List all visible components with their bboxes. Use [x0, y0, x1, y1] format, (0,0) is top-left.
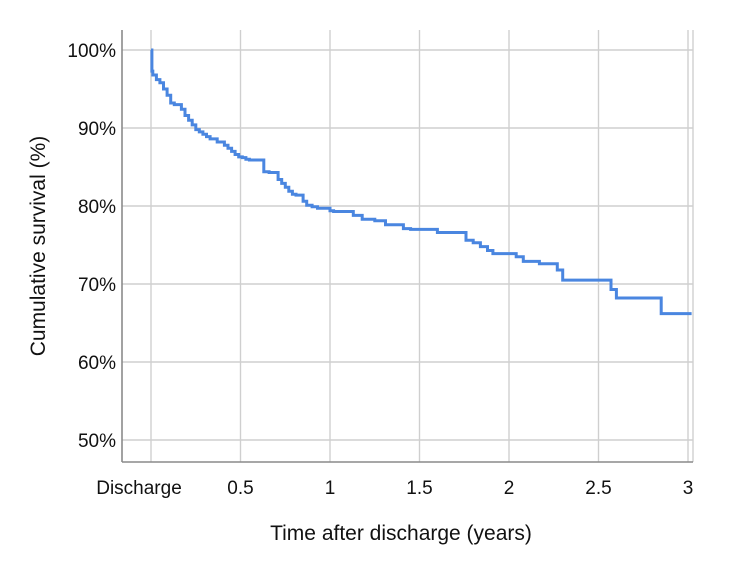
- y-tick-label-2: 80%: [78, 197, 116, 218]
- y-tick-label-1: 90%: [78, 119, 116, 140]
- x-tick-label-5: 2.5: [585, 478, 611, 499]
- survival-curve-0: [150, 48, 692, 316]
- x-tick-label-2: 1: [325, 478, 336, 499]
- y-tick-label-3: 70%: [78, 275, 116, 296]
- x-axis-title: Time after discharge (years): [270, 522, 532, 545]
- y-tick-label-4: 60%: [78, 353, 116, 374]
- x-tick-label-1: 0.5: [227, 478, 253, 499]
- axis-layer: [121, 30, 693, 463]
- tick-label-layer: Discharge 0.5 1 1.5 2 2.5 3 100% 90% 80% 70% 60% 50%: [67, 41, 693, 499]
- series-layer: [150, 48, 692, 316]
- y-tick-label-0: 100%: [67, 41, 116, 62]
- y-axis-title: Cumulative survival (%): [27, 136, 50, 357]
- x-tick-label-6: 3: [683, 478, 694, 499]
- grid-layer: [122, 30, 694, 462]
- x-tick-label-3: 1.5: [406, 478, 432, 499]
- x-tick-label-4: 2: [504, 478, 515, 499]
- x-tick-label-0: Discharge: [96, 478, 182, 499]
- y-tick-label-5: 50%: [78, 431, 116, 452]
